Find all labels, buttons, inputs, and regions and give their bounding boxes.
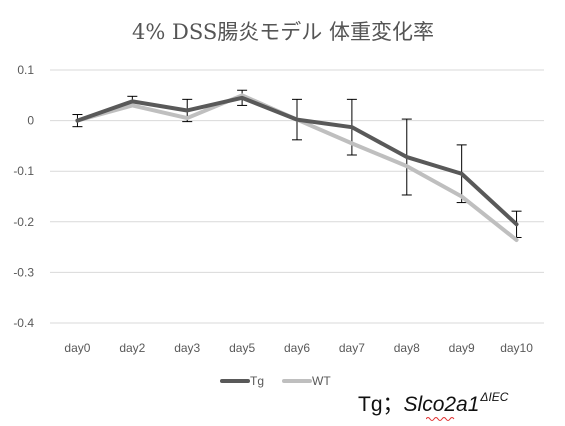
genotype-caption: Tg；Slco2a1ΔIEC (358, 388, 508, 418)
gridlines (50, 69, 544, 324)
legend-label-tg: Tg (250, 374, 264, 388)
y-tick-label: -0.2 (13, 215, 34, 229)
y-tick-label: 0.1 (17, 63, 34, 77)
legend: Tg WT (220, 374, 331, 388)
x-axis-ticks: day0 day2 day3 day5 day6 day7 day8 day9 day10 (64, 341, 533, 355)
x-tick-label: day0 (64, 341, 90, 355)
y-tick-label: -0.3 (13, 265, 34, 279)
x-tick-label: day7 (339, 341, 365, 355)
caption-gene: Slco2a1 (403, 393, 480, 416)
legend-label-wt: WT (312, 374, 331, 388)
series-lines (75, 93, 519, 243)
x-tick-label: day6 (284, 341, 310, 355)
y-tick-label: -0.1 (13, 164, 34, 178)
y-tick-label: -0.4 (13, 316, 34, 330)
x-tick-label: day10 (500, 341, 533, 355)
x-tick-label: day2 (119, 341, 145, 355)
x-tick-label: day8 (394, 341, 420, 355)
caption-prefix: Tg； (358, 393, 404, 416)
error-bars (72, 89, 522, 238)
x-tick-label: day3 (174, 341, 200, 355)
spellcheck-underline (426, 417, 455, 421)
chart-title: 4% DSS腸炎モデル 体重変化率 (132, 20, 434, 44)
caption-superscript: ΔIEC (480, 390, 509, 404)
series-line-tg (75, 95, 519, 227)
y-axis-ticks: 0.1 0 -0.1 -0.2 -0.3 -0.4 (13, 63, 34, 330)
x-tick-label: day9 (449, 341, 475, 355)
y-tick-label: 0 (27, 114, 34, 128)
x-tick-label: day5 (229, 341, 255, 355)
